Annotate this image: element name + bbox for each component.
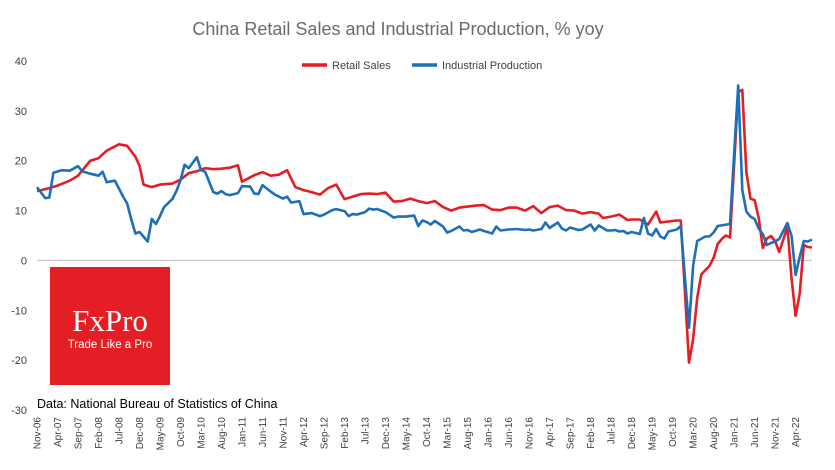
y-tick-label: 30 bbox=[15, 106, 27, 118]
x-tick-label: Dec-18 bbox=[627, 417, 638, 450]
y-tick-label: 0 bbox=[21, 255, 27, 267]
legend: Retail Sales Industrial Production bbox=[302, 60, 542, 72]
x-tick-label: Dec-08 bbox=[135, 417, 146, 450]
x-tick-label: May-19 bbox=[648, 417, 659, 451]
x-tick-label: Jan-11 bbox=[238, 417, 249, 447]
x-tick-label: Apr-17 bbox=[545, 417, 556, 447]
x-tick-label: May-14 bbox=[402, 417, 413, 451]
fxpro-logo: FxPro Trade Like a Pro bbox=[50, 267, 170, 385]
x-tick-label: Sep-07 bbox=[74, 417, 85, 450]
logo-brand: FxPro bbox=[72, 303, 148, 338]
x-tick-label: Dec-13 bbox=[381, 417, 392, 450]
x-axis: Nov-06 Apr-07 Sep-07 Feb-08 Jul-08 Dec-08 May-… bbox=[33, 259, 812, 451]
legend-label-retail-sales: Retail Sales bbox=[332, 60, 391, 72]
legend-label-industrial-production: Industrial Production bbox=[442, 60, 542, 72]
x-tick-label: Jun-16 bbox=[504, 417, 515, 448]
x-tick-label: Sep-12 bbox=[320, 417, 331, 450]
y-tick-label: 40 bbox=[15, 56, 27, 68]
x-tick-label: Oct-09 bbox=[176, 417, 187, 447]
source-note: Data: National Bureau of Statistics of C… bbox=[37, 397, 277, 411]
x-tick-label: Jul-18 bbox=[607, 417, 618, 445]
logo-tagline: Trade Like a Pro bbox=[68, 339, 153, 351]
x-tick-label: Jan-16 bbox=[484, 417, 495, 448]
x-tick-label: Jul-08 bbox=[115, 417, 126, 445]
x-tick-label: Jan-21 bbox=[730, 417, 741, 448]
x-tick-label: Jun-21 bbox=[750, 417, 761, 448]
x-tick-label: Mar-10 bbox=[197, 417, 208, 449]
x-tick-label: Mar-20 bbox=[689, 417, 700, 449]
x-tick-label: Jul-13 bbox=[361, 417, 372, 445]
x-tick-label: Aug-10 bbox=[217, 417, 228, 450]
x-tick-label: Oct-19 bbox=[668, 417, 679, 447]
x-tick-label: Nov-21 bbox=[771, 417, 782, 450]
y-tick-label: 20 bbox=[15, 156, 27, 168]
x-tick-label: Apr-07 bbox=[53, 417, 64, 447]
x-tick-label: Feb-13 bbox=[340, 417, 351, 449]
x-tick-label: Oct-14 bbox=[422, 417, 433, 447]
logo-background bbox=[50, 267, 170, 385]
y-tick-label: -30 bbox=[11, 405, 27, 417]
x-tick-label: Apr-22 bbox=[791, 417, 802, 447]
chart-title: China Retail Sales and Industrial Produc… bbox=[192, 19, 603, 39]
y-tick-label: -20 bbox=[11, 355, 27, 367]
series-lines bbox=[35, 84, 813, 364]
x-tick-label: Sep-17 bbox=[566, 417, 577, 450]
x-tick-label: Mar-15 bbox=[443, 417, 454, 449]
x-tick-label: Feb-18 bbox=[586, 417, 597, 449]
industrial-production-line bbox=[35, 84, 813, 329]
x-tick-label: Apr-12 bbox=[299, 417, 310, 447]
y-tick-label: 10 bbox=[15, 206, 27, 218]
y-axis: 40 30 20 10 0 -10 -20 -30 bbox=[11, 56, 27, 417]
y-tick-label: -10 bbox=[11, 305, 27, 317]
x-tick-label: Nov-11 bbox=[279, 417, 290, 449]
x-tick-label: Jun-11 bbox=[258, 417, 269, 447]
x-tick-label: Aug-20 bbox=[709, 417, 720, 450]
x-tick-label: May-09 bbox=[156, 417, 167, 451]
x-tick-label: Nov-16 bbox=[525, 417, 536, 450]
x-tick-label: Nov-06 bbox=[33, 417, 44, 450]
x-tick-label: Feb-08 bbox=[94, 417, 105, 449]
x-tick-label: Aug-15 bbox=[463, 417, 474, 450]
